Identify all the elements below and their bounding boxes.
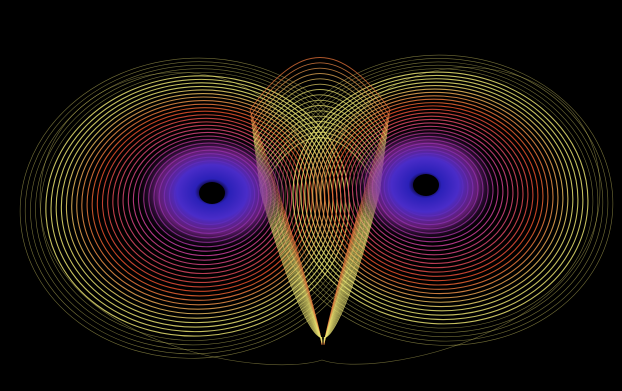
orbit-ring (332, 105, 539, 282)
orbit-ring (292, 71, 589, 325)
orbit-ring (347, 118, 519, 264)
orbit-ring (300, 78, 579, 316)
orbit-ring (101, 114, 305, 288)
orbit-ring (107, 117, 301, 284)
orbit-ring (316, 91, 559, 299)
orbit-ring (304, 81, 574, 312)
orbit-ring (328, 102, 544, 286)
orbit-ring (117, 124, 293, 275)
left-eye (199, 182, 225, 204)
orbit-ring (112, 121, 297, 279)
orbit-ring (343, 115, 524, 269)
orbit-ring (296, 74, 584, 321)
orbit-ring (339, 112, 529, 273)
orbit-ring (86, 103, 317, 301)
outer-loop (39, 67, 601, 366)
right-eye (413, 174, 439, 196)
orbit-ring (96, 110, 309, 292)
orbit-ring (336, 108, 534, 277)
orbit-ring (91, 107, 313, 297)
orbit-ring (324, 98, 549, 290)
orbit-ring (308, 85, 569, 308)
orbit-ring (312, 88, 564, 303)
orbit-ring (320, 95, 554, 295)
